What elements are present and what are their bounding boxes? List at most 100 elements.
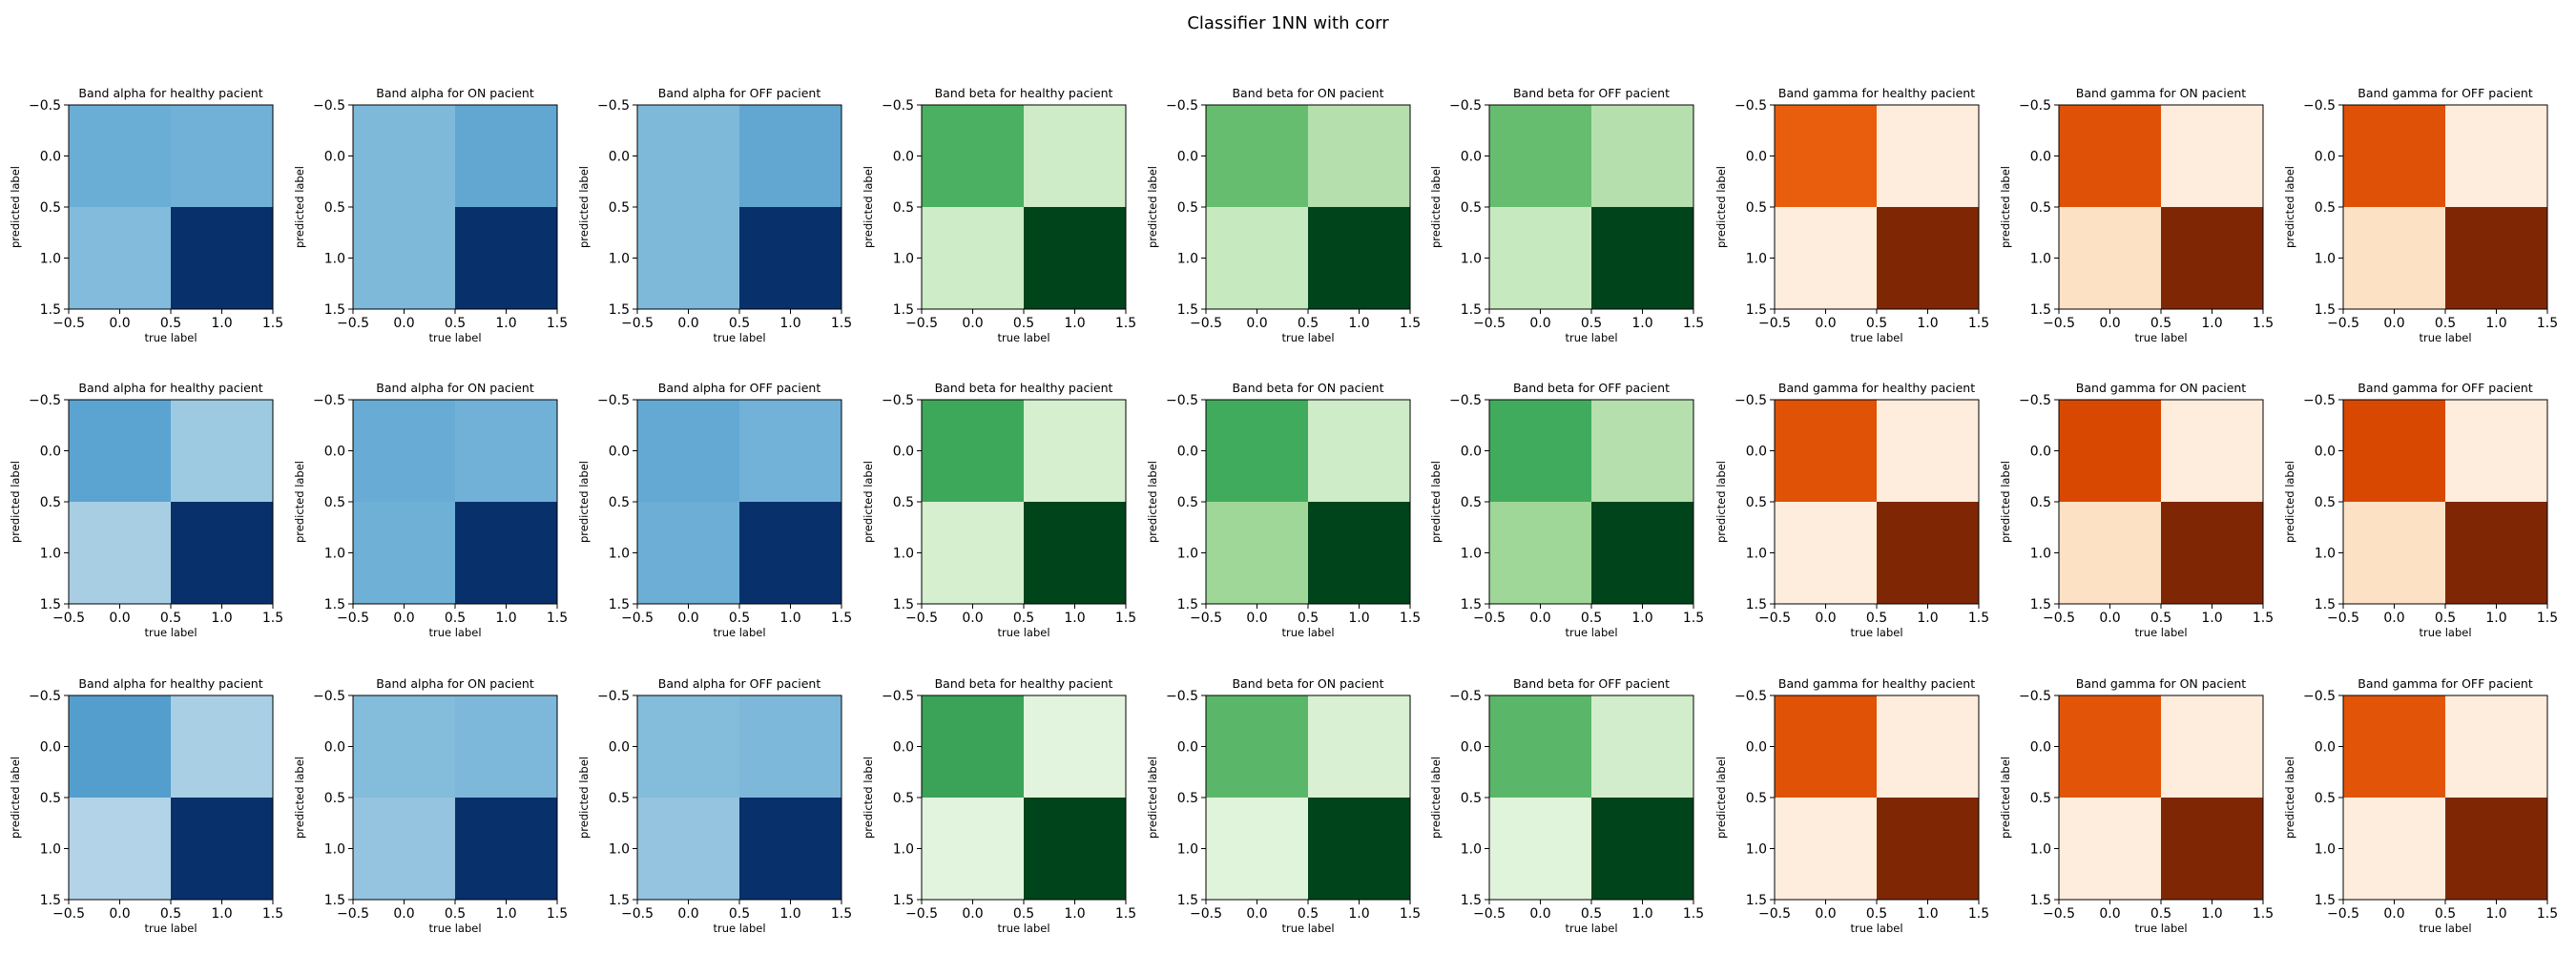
heatmap-cell [1877,207,1979,309]
x-axis-label: true label [713,626,765,639]
x-axis-label: true label [1850,922,1902,935]
x-tick-label: −0.5 [1758,611,1791,626]
heatmap-cell [1489,695,1591,798]
heatmap-cell [69,798,171,900]
y-tick-label: 0.5 [893,200,914,216]
x-axis-label: true label [2134,922,2187,935]
x-tick-label: 0.0 [1529,316,1550,331]
y-tick-label: 0.5 [2030,200,2051,216]
x-tick-label: −0.5 [2327,611,2359,626]
heatmap-cell [1206,105,1308,207]
x-tick-label: 1.5 [831,316,852,331]
y-tick-label: 0.5 [2315,200,2336,216]
subplot-title: Band alpha for OFF pacient [658,86,821,100]
heatmap-cell [2343,695,2445,798]
y-tick-label: 0.0 [1746,445,1767,460]
x-tick-label: 0.5 [2150,316,2171,331]
subplot: Band beta for OFF pacient −0.5 0.0 0.5 1.0 1.… [1429,381,1704,639]
x-tick-label: 1.0 [2201,316,2222,331]
y-tick-label: −0.5 [2019,689,2051,704]
x-axis-label: true label [144,626,197,639]
y-axis-label: predicted label [1999,757,2012,839]
x-axis-label: true label [997,922,1049,935]
heatmap-cell [171,695,273,798]
y-tick-label: 1.5 [1461,893,1482,908]
y-tick-label: 1.0 [2315,547,2336,562]
heatmap-cell [455,105,557,207]
y-tick-label: 0.0 [609,445,630,460]
heatmap-cell [1489,502,1591,604]
y-tick-label: 1.5 [2030,302,2051,318]
y-tick-label: −0.5 [1735,393,1767,408]
heatmap-cell [1591,695,1693,798]
heatmap-cell [1206,400,1308,502]
heatmap-cell [1877,502,1979,604]
y-tick-label: 1.0 [609,252,630,267]
x-tick-label: 1.5 [1683,611,1704,626]
heatmap-cell [2059,105,2161,207]
y-tick-label: 0.5 [609,791,630,806]
x-tick-label: 0.5 [1581,611,1602,626]
x-tick-label: −0.5 [621,611,654,626]
x-tick-label: 0.0 [109,611,130,626]
y-axis-label: predicted label [1999,461,2012,543]
y-axis-label: predicted label [1999,166,2012,248]
subplot-title: Band beta for OFF pacient [1513,86,1670,100]
y-tick-label: 1.5 [893,597,914,612]
y-tick-label: 1.0 [2030,547,2051,562]
heatmap-cell [1206,798,1308,900]
x-tick-label: 0.5 [1866,316,1887,331]
subplot: Band gamma for ON pacient −0.5 0.0 0.5 1.0 1.… [1999,381,2274,639]
y-axis-label: predicted label [862,461,875,543]
x-tick-label: 1.0 [1917,611,1938,626]
x-tick-label: 1.0 [779,316,800,331]
y-tick-label: 0.5 [324,200,345,216]
x-tick-label: −0.5 [1473,906,1506,922]
x-tick-label: 0.0 [109,316,130,331]
y-tick-label: 1.5 [40,893,61,908]
y-tick-label: 1.5 [40,597,61,612]
x-tick-label: 1.5 [1115,906,1136,922]
y-tick-label: 0.0 [1461,150,1482,165]
x-tick-label: 0.5 [1581,906,1602,922]
y-tick-label: 1.0 [1177,842,1198,858]
heatmap-cell [2059,695,2161,798]
subplot-title: Band beta for OFF pacient [1513,676,1670,691]
x-tick-label: −0.5 [52,611,85,626]
x-tick-label: 0.5 [2435,611,2456,626]
heatmap-cell [1775,105,1877,207]
subplot-title: Band gamma for ON pacient [2076,86,2247,100]
subplot: Band gamma for OFF pacient −0.5 0.0 0.5 1.0 1… [2283,381,2558,639]
x-tick-label: 0.0 [2383,906,2404,922]
y-tick-label: 0.5 [40,791,61,806]
subplot-title: Band gamma for OFF pacient [2358,86,2533,100]
subplot-title: Band gamma for OFF pacient [2358,676,2533,691]
x-tick-label: −0.5 [52,316,85,331]
x-axis-label: true label [2419,331,2471,344]
y-tick-label: 1.5 [324,597,345,612]
x-tick-label: −0.5 [1758,906,1791,922]
x-tick-label: 0.0 [1815,906,1836,922]
heatmap-cell [69,502,171,604]
x-tick-label: 1.0 [779,906,800,922]
y-tick-label: 1.5 [1177,893,1198,908]
y-axis-label: predicted label [862,166,875,248]
x-axis-label: true label [2419,922,2471,935]
heatmap-cell [455,502,557,604]
x-tick-label: 1.5 [1400,316,1421,331]
x-tick-label: 1.0 [1348,906,1369,922]
y-tick-label: 1.5 [2315,302,2336,318]
y-tick-label: −0.5 [2303,393,2336,408]
x-tick-label: 0.0 [1246,316,1267,331]
figure-title: Classifier 1NN with corr [1187,13,1389,33]
x-tick-label: 1.0 [495,611,516,626]
y-tick-label: 0.0 [324,150,345,165]
y-tick-label: 1.0 [1461,252,1482,267]
y-tick-label: 1.0 [1746,547,1767,562]
y-tick-label: 1.0 [324,842,345,858]
x-axis-label: true label [1281,626,1334,639]
y-tick-label: −0.5 [1166,393,1198,408]
heatmap-cell [1308,207,1410,309]
x-tick-label: 1.5 [1968,906,1989,922]
y-tick-label: 1.0 [1746,252,1767,267]
